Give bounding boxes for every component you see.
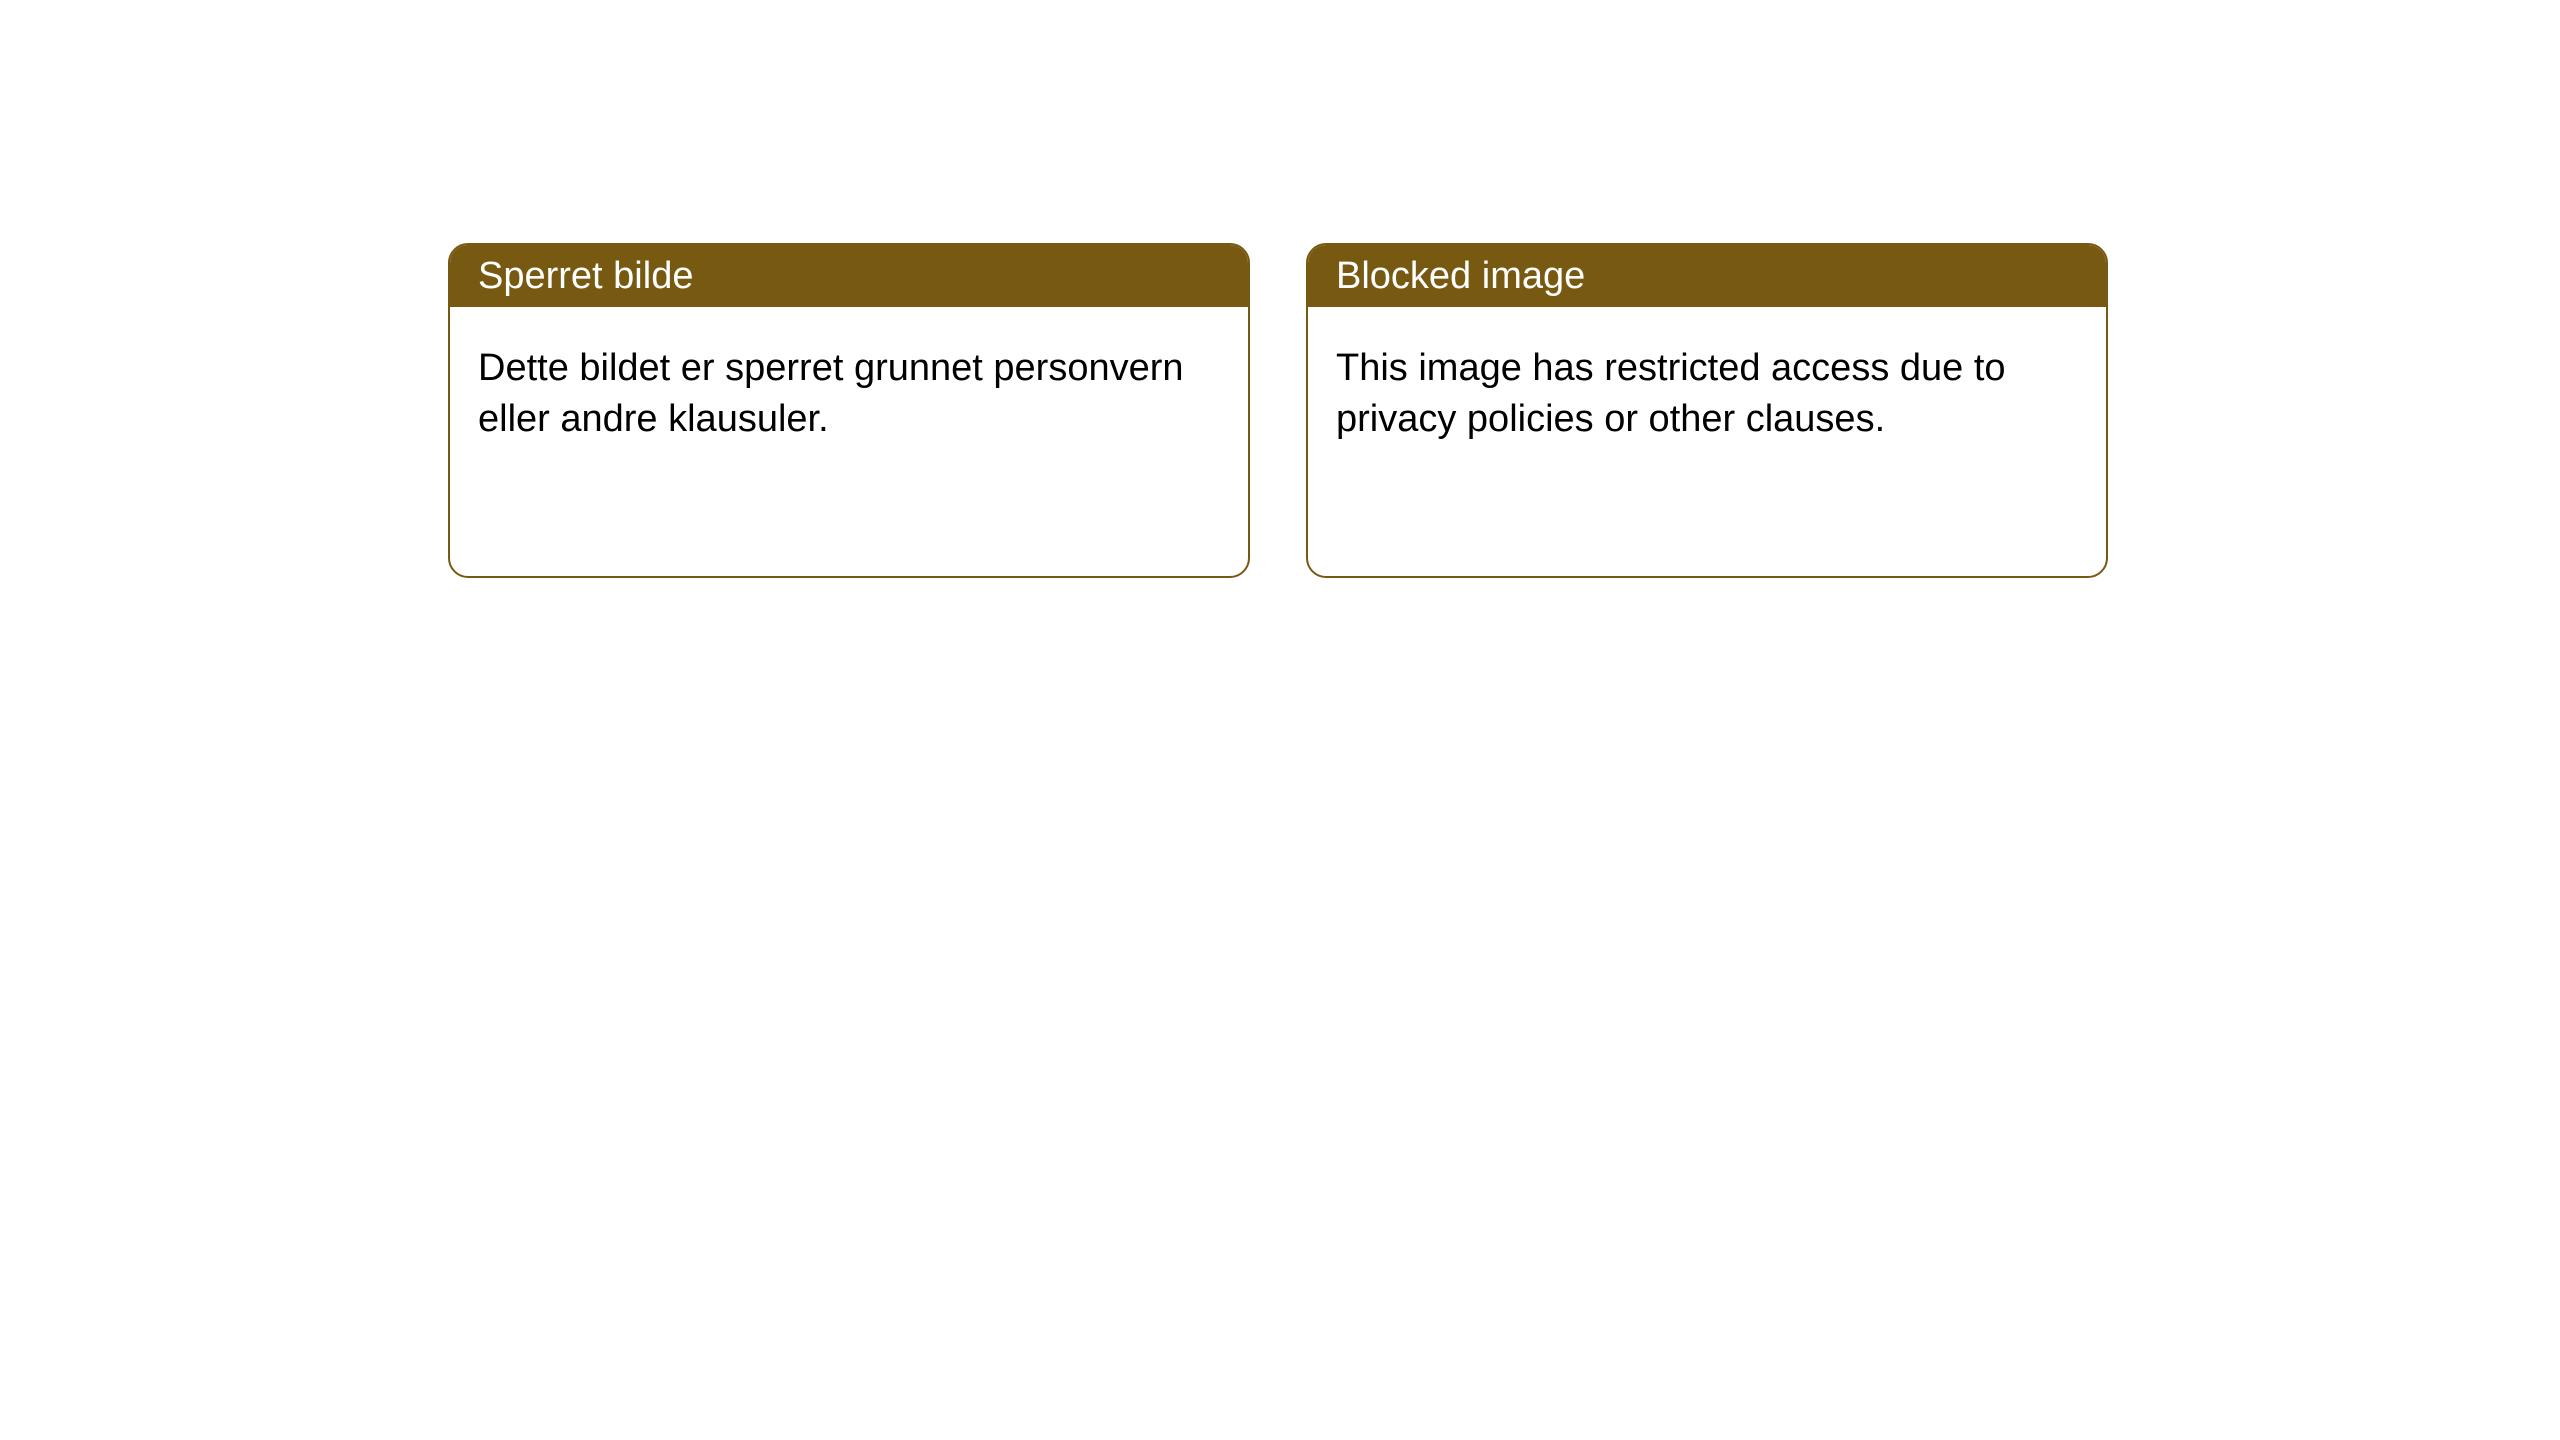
notice-card-title: Sperret bilde — [450, 245, 1248, 307]
notice-cards-container: Sperret bilde Dette bildet er sperret gr… — [448, 243, 2108, 578]
notice-card-body: This image has restricted access due to … — [1308, 307, 2106, 482]
notice-card-title: Blocked image — [1308, 245, 2106, 307]
notice-card-body: Dette bildet er sperret grunnet personve… — [450, 307, 1248, 482]
notice-card-norwegian: Sperret bilde Dette bildet er sperret gr… — [448, 243, 1250, 578]
notice-card-english: Blocked image This image has restricted … — [1306, 243, 2108, 578]
